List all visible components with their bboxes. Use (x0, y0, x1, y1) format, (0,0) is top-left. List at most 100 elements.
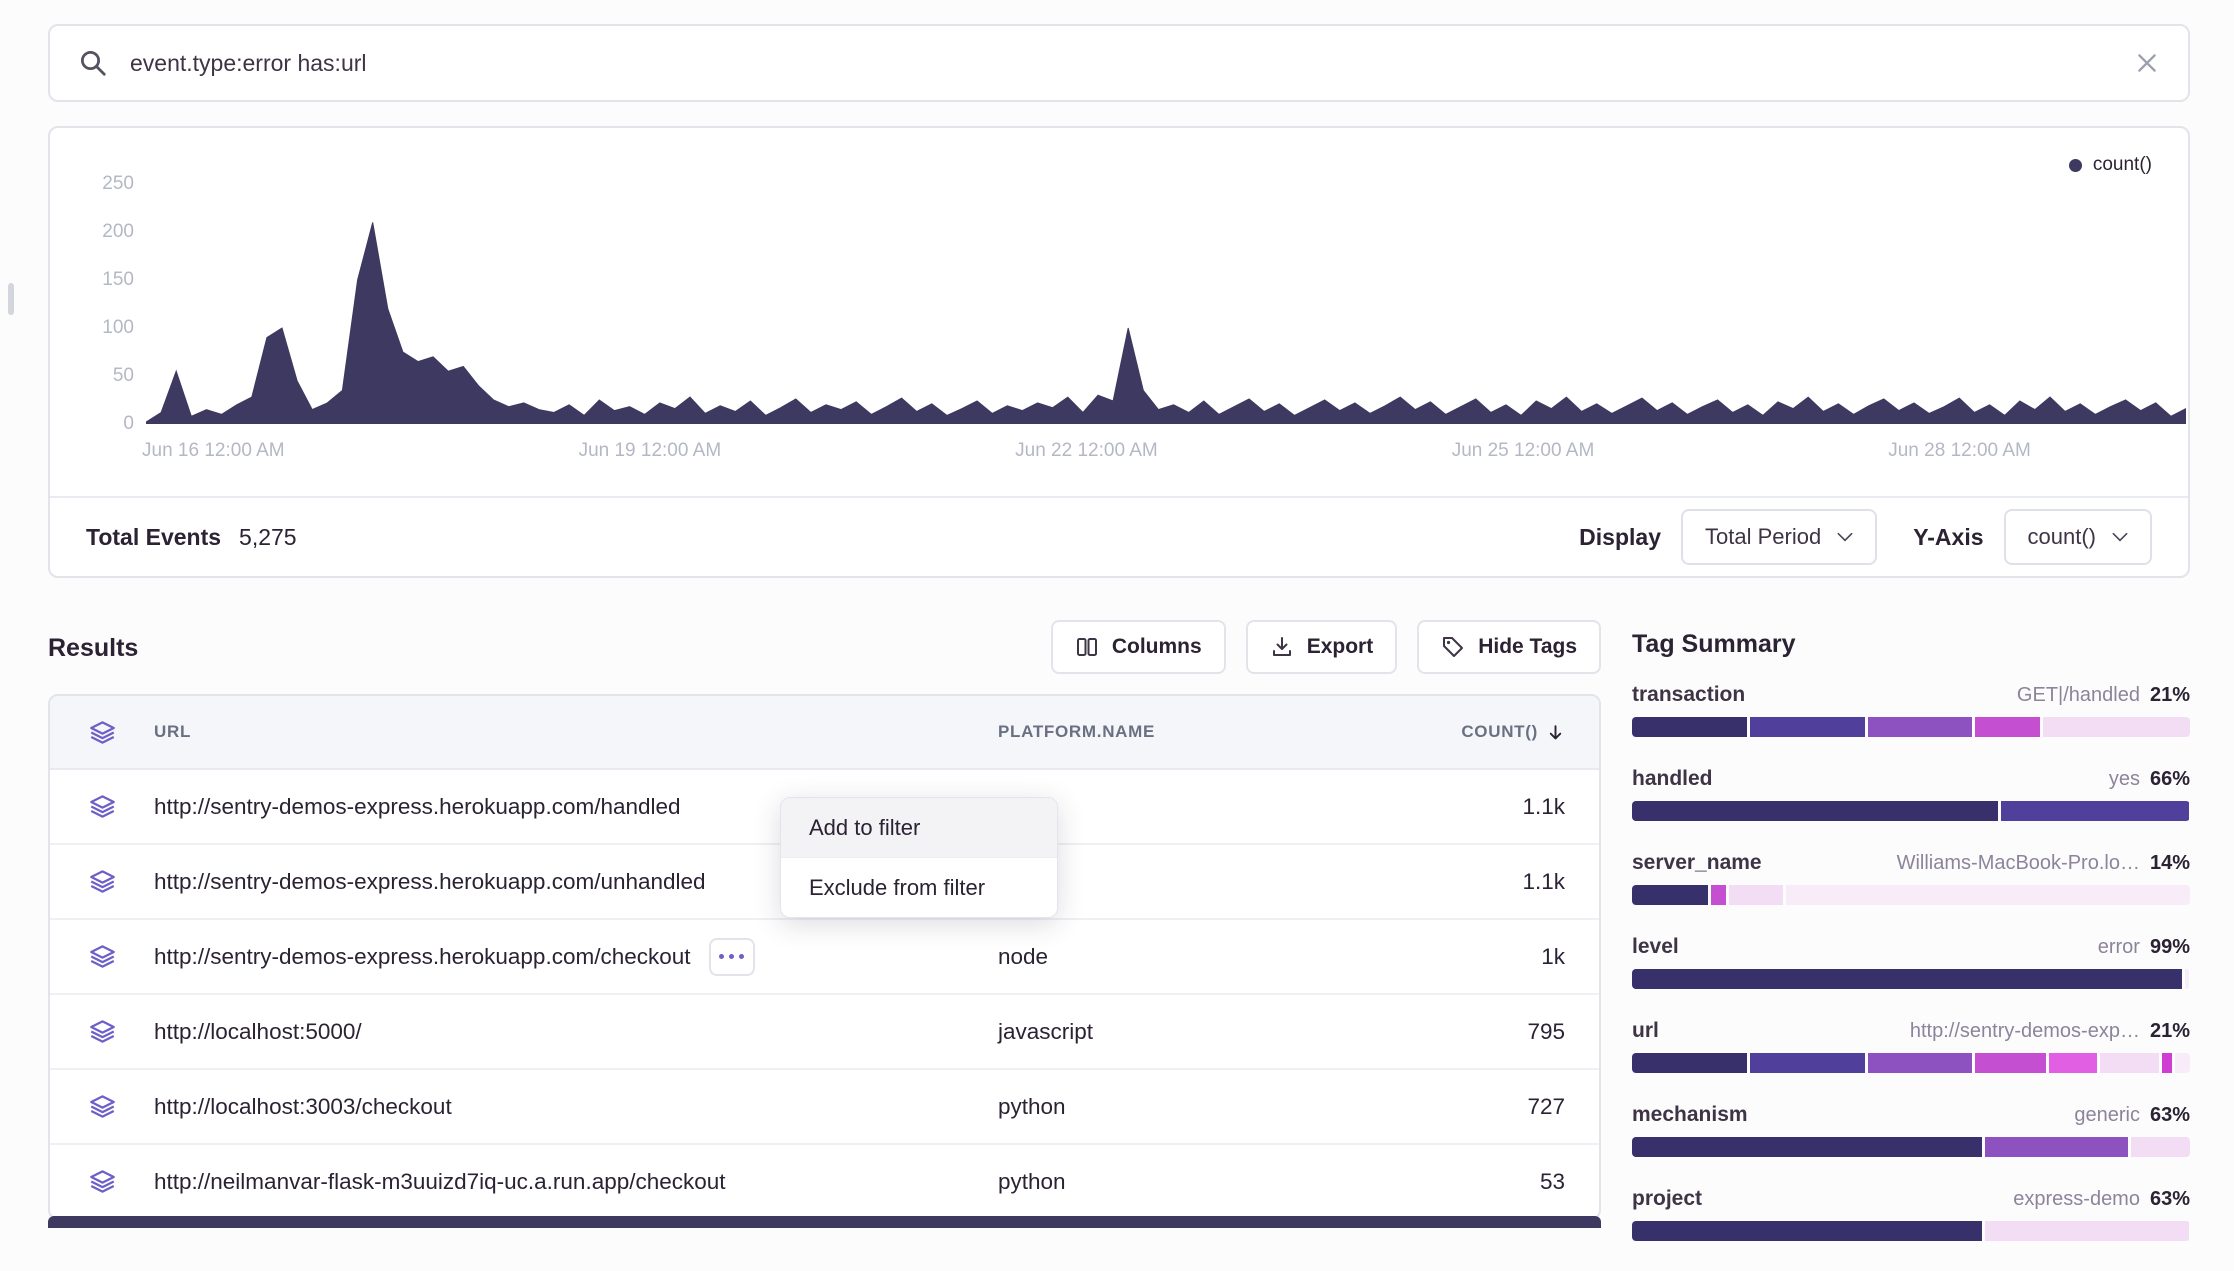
chart-legend[interactable]: count() (2068, 154, 2152, 176)
search-bar[interactable]: event.type:error has:url (48, 24, 2190, 102)
chevron-down-icon (2112, 532, 2128, 542)
tag-bar-segment[interactable] (2043, 717, 2190, 737)
display-label: Display (1579, 523, 1661, 550)
legend-dot (2068, 158, 2082, 172)
tag-percent: 21% (2149, 1020, 2190, 1042)
tag-bar-segment[interactable] (1868, 717, 1973, 737)
export-button[interactable]: Export (1245, 620, 1398, 674)
tag-percent: 63% (2149, 1188, 2190, 1210)
url-cell[interactable]: http://localhost:5000/ (154, 1018, 362, 1044)
export-icon (1272, 637, 1291, 656)
tag-percent: 99% (2149, 936, 2190, 958)
url-cell[interactable]: http://localhost:3003/checkout (154, 1093, 452, 1119)
tag-bar-segment[interactable] (1728, 885, 1783, 905)
row-actions-menu: Add to filter Exclude from filter (780, 797, 1058, 918)
tag-bar-segment[interactable] (1785, 885, 2190, 905)
tag-name: level (1632, 935, 1679, 958)
tag-bar-segment[interactable] (2001, 801, 2189, 821)
tag-bar-segment[interactable] (1632, 1221, 1982, 1241)
menu-item-exclude-from-filter[interactable]: Exclude from filter (781, 857, 1057, 917)
tag-distribution-bar[interactable] (1632, 1221, 2190, 1241)
tag-bar-segment[interactable] (1632, 1053, 1748, 1073)
tag-block: mechanism generic 63% (1632, 1103, 2190, 1157)
tag-top-value: Williams-MacBook-Pro.lo… (1896, 852, 2140, 874)
y-axis-label: 150 (102, 269, 134, 290)
tag-bar-segment[interactable] (1984, 1137, 2128, 1157)
tag-bar-segment[interactable] (2174, 1053, 2190, 1073)
y-axis-label: 200 (102, 221, 134, 242)
layers-icon (89, 1093, 116, 1120)
table-header-row: URL PLATFORM.NAME COUNT() (50, 696, 1599, 770)
x-axis-label: Jun 16 12:00 AM (142, 440, 285, 461)
results-heading: Results (48, 634, 139, 662)
tag-distribution-bar[interactable] (1632, 801, 2190, 821)
tag-distribution-bar[interactable] (1632, 1053, 2190, 1073)
tag-bar-segment[interactable] (1984, 1221, 2189, 1241)
header-platform[interactable]: PLATFORM.NAME (998, 722, 1156, 741)
tag-bar-segment[interactable] (2130, 1137, 2190, 1157)
tag-top-value: generic (2074, 1104, 2140, 1126)
tag-percent: 63% (2149, 1104, 2190, 1126)
tag-bar-segment[interactable] (1868, 1053, 1973, 1073)
url-cell[interactable]: http://sentry-demos-express.herokuapp.co… (154, 868, 706, 894)
table-row[interactable]: http://localhost:3003/checkout python 72… (50, 1070, 1599, 1145)
tag-bar-segment[interactable] (2100, 1053, 2160, 1073)
export-button-label: Export (1306, 635, 1374, 658)
tag-distribution-bar[interactable] (1632, 969, 2190, 989)
x-axis-label: Jun 19 12:00 AM (578, 440, 722, 461)
header-count-label: COUNT() (1461, 722, 1538, 741)
tag-top-value: express-demo (2013, 1188, 2140, 1210)
hide-tags-button[interactable]: Hide Tags (1417, 620, 1601, 674)
row-actions-button[interactable] (708, 937, 755, 976)
table-row[interactable]: http://neilmanvar-flask-m3uuizd7iq-uc.a.… (50, 1145, 1599, 1218)
clear-search-icon[interactable] (2134, 50, 2160, 76)
table-row[interactable]: http://sentry-demos-express.herokuapp.co… (50, 845, 1599, 920)
tag-bar-segment[interactable] (1750, 717, 1866, 737)
total-events-value: 5,275 (239, 523, 297, 550)
tag-bar-segment[interactable] (1632, 801, 1999, 821)
display-dropdown-value: Total Period (1705, 524, 1822, 549)
y-axis-label: 50 (112, 365, 134, 386)
chevron-down-icon (1837, 532, 1853, 542)
url-cell[interactable]: http://sentry-demos-express.herokuapp.co… (154, 937, 998, 976)
menu-item-add-to-filter[interactable]: Add to filter (781, 798, 1057, 857)
columns-button[interactable]: Columns (1050, 620, 1226, 674)
layers-icon (89, 719, 116, 746)
tag-percent: 66% (2149, 768, 2190, 790)
tag-distribution-bar[interactable] (1632, 885, 2190, 905)
tag-name: handled (1632, 767, 1713, 790)
tag-bar-segment[interactable] (2162, 1053, 2172, 1073)
tag-bar-segment[interactable] (1975, 1053, 2046, 1073)
tag-bar-segment[interactable] (1632, 969, 2183, 989)
y-axis-label: 250 (102, 173, 134, 194)
yaxis-dropdown[interactable]: count() (2003, 509, 2152, 565)
tag-bar-segment[interactable] (1711, 885, 1726, 905)
sidebar-collapse-handle[interactable] (8, 283, 14, 315)
url-cell[interactable]: http://sentry-demos-express.herokuapp.co… (154, 793, 681, 819)
yaxis-dropdown-value: count() (2027, 524, 2096, 549)
y-axis-label: 0 (123, 413, 134, 434)
search-input[interactable]: event.type:error has:url (130, 49, 367, 76)
tag-bar-segment[interactable] (2185, 969, 2189, 989)
table-row[interactable]: http://localhost:5000/ javascript 795 (50, 995, 1599, 1070)
table-row[interactable]: http://sentry-demos-express.herokuapp.co… (50, 920, 1599, 995)
tag-bar-segment[interactable] (1632, 717, 1748, 737)
tag-percent: 14% (2149, 852, 2190, 874)
tag-bar-segment[interactable] (1632, 1137, 1982, 1157)
x-axis-label: Jun 25 12:00 AM (1451, 440, 1595, 461)
tag-bar-segment[interactable] (1750, 1053, 1866, 1073)
tag-bar-segment[interactable] (1975, 717, 2041, 737)
tag-bar-segment[interactable] (1632, 885, 1709, 905)
header-count[interactable]: COUNT() (1428, 722, 1599, 742)
x-axis-label: Jun 22 12:00 AM (1015, 440, 1158, 461)
count-cell: 795 (1527, 1018, 1565, 1044)
yaxis-label: Y-Axis (1913, 523, 1984, 550)
hide-tags-button-label: Hide Tags (1478, 635, 1577, 658)
header-url[interactable]: URL (154, 722, 192, 741)
tag-distribution-bar[interactable] (1632, 717, 2190, 737)
url-cell[interactable]: http://neilmanvar-flask-m3uuizd7iq-uc.a.… (154, 1168, 726, 1194)
count-cell: 1.1k (1522, 793, 1565, 819)
tag-distribution-bar[interactable] (1632, 1137, 2190, 1157)
tag-bar-segment[interactable] (2048, 1053, 2098, 1073)
display-dropdown[interactable]: Total Period (1681, 509, 1878, 565)
